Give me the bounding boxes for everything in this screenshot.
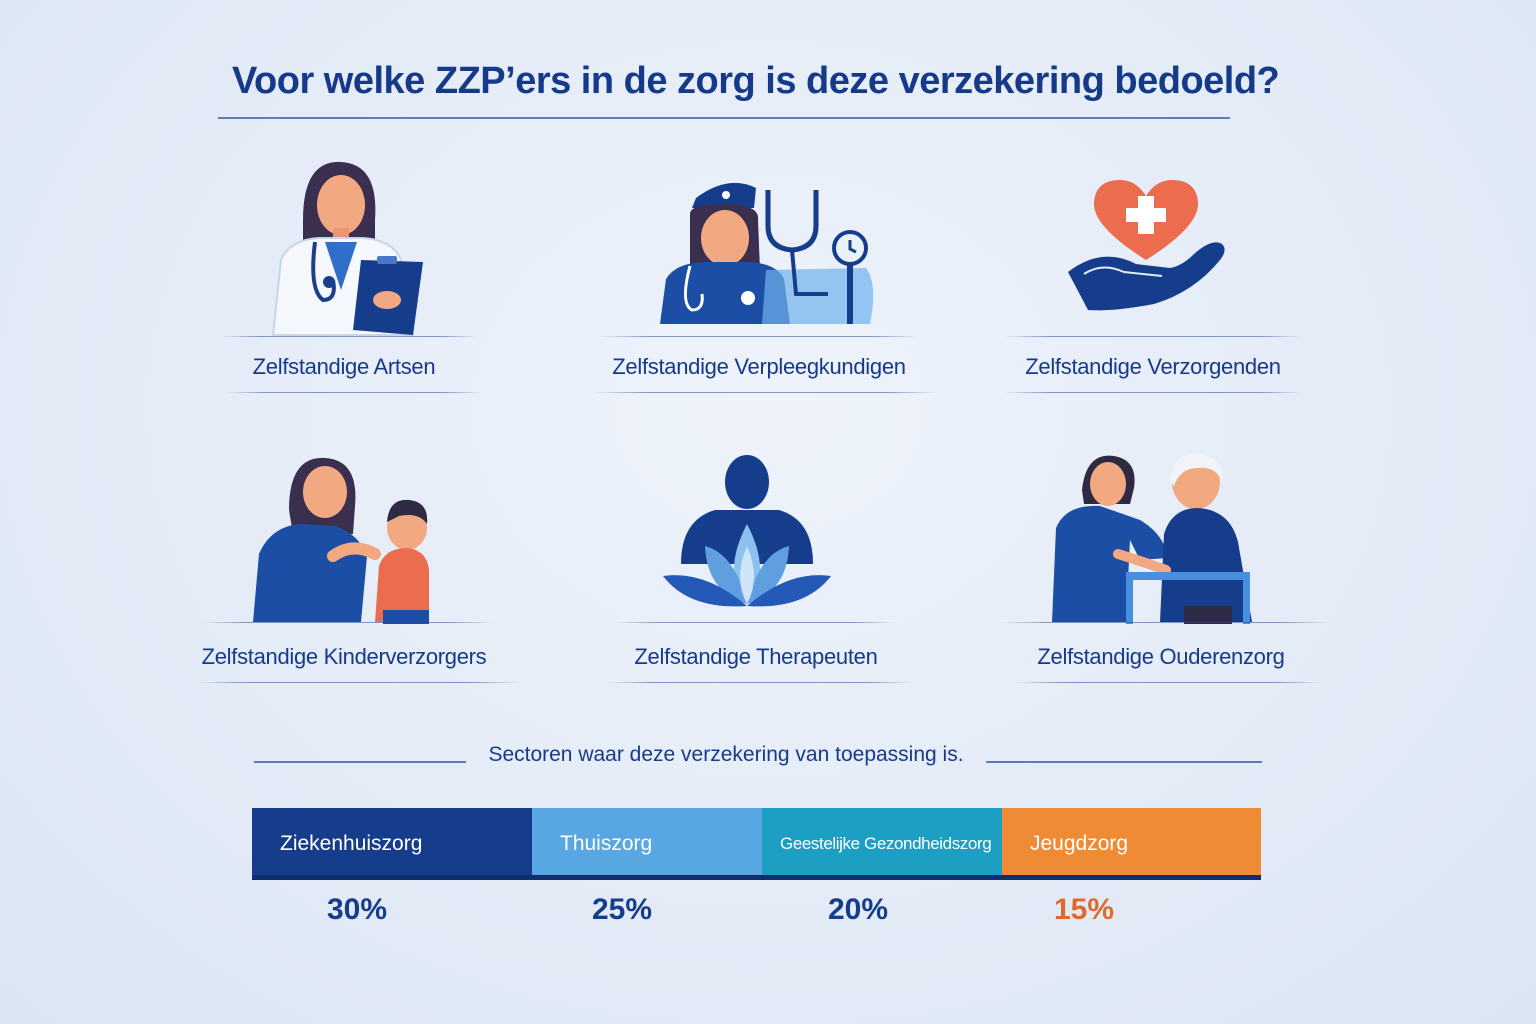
sectors-title: Sectoren waar deze verzekering van toepa…	[488, 743, 964, 766]
sector-bar-baseline	[252, 875, 1261, 880]
sector-label: Ziekenhuiszorg	[280, 832, 423, 855]
profession-label: Zelfstandige Ouderenzorg	[1037, 644, 1285, 669]
profession-label: Zelfstandige Artsen	[252, 354, 436, 379]
sector-percent: 25%	[592, 893, 653, 926]
doctor-icon	[271, 161, 423, 336]
profession-card-therapists: Zelfstandige Therapeuten	[575, 440, 935, 700]
elderly-care-icon	[1052, 453, 1252, 624]
section-divider-left	[254, 761, 466, 763]
sector-percent: 15%	[1054, 893, 1115, 926]
card-rule	[1014, 682, 1322, 683]
card-rule	[197, 682, 519, 683]
card-rule	[227, 392, 481, 393]
card-rule	[221, 336, 479, 337]
page-title: Voor welke ZZP’ers in de zorg is deze ve…	[232, 60, 1280, 102]
sector-bar-youth-care: Jeugdzorg	[1002, 808, 1261, 880]
sector-label: Geestelijke Gezondheidszorg	[780, 834, 992, 853]
profession-label: Zelfstandige Verpleegkundigen	[612, 354, 906, 379]
sector-percent: 20%	[828, 893, 889, 926]
profession-label: Zelfstandige Therapeuten	[634, 644, 878, 669]
heart-hand-icon	[1068, 180, 1225, 311]
childcare-icon	[253, 457, 429, 624]
sector-bar-hospital: Ziekenhuiszorg	[252, 808, 532, 880]
card-rule	[607, 682, 911, 683]
profession-card-doctors: Zelfstandige Artsen	[163, 140, 523, 400]
card-rule	[615, 622, 895, 623]
profession-label: Zelfstandige Kinderverzorgers	[201, 644, 487, 669]
therapist-lotus-icon	[663, 455, 831, 607]
card-rule	[1004, 336, 1304, 337]
card-rule	[1004, 392, 1304, 393]
card-rule	[203, 622, 493, 623]
profession-card-caregivers: Zelfstandige Verzorgenden	[972, 140, 1332, 400]
sector-label: Jeugdzorg	[1030, 832, 1129, 855]
title-divider	[218, 117, 1230, 119]
sector-label: Thuiszorg	[560, 832, 653, 855]
sector-percent: 30%	[327, 893, 388, 926]
profession-label: Zelfstandige Verzorgenden	[1025, 354, 1281, 379]
profession-card-elderly-care: Zelfstandige Ouderenzorg	[980, 440, 1340, 700]
section-divider-right	[986, 761, 1262, 763]
nurse-icon	[660, 182, 874, 324]
card-rule	[594, 392, 938, 393]
profession-card-nurses: Zelfstandige Verpleegkundigen	[578, 140, 938, 400]
card-rule	[1000, 622, 1330, 623]
sector-bar-mental-health: Geestelijke Gezondheidszorg	[762, 808, 1002, 880]
card-rule	[600, 336, 920, 337]
profession-card-childcare: Zelfstandige Kinderverzorgers	[163, 440, 523, 700]
sector-bar-home-care: Thuiszorg	[532, 808, 762, 880]
